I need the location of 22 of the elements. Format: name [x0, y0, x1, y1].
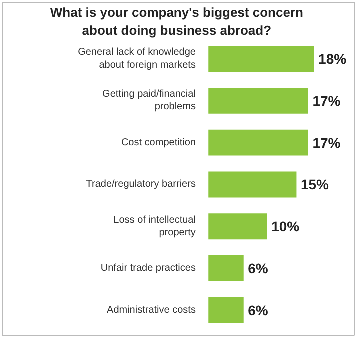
data-label: 17%: [312, 134, 342, 151]
y-tick-label: Unfair trade practices: [100, 262, 196, 274]
y-tick-label: Cost competition: [121, 137, 196, 148]
chart-title: What is your company's biggest concern about doing business abroad?: [50, 4, 304, 38]
bar: [208, 46, 314, 72]
data-label: 10%: [272, 218, 300, 235]
bar: [208, 214, 268, 240]
y-tick-label: Trade/regulatory barriers: [86, 179, 196, 190]
data-label: 6%: [248, 302, 269, 318]
bar: [208, 255, 244, 282]
bar: [208, 130, 308, 156]
data-label: 18%: [318, 51, 348, 68]
y-tick-label: General lack of knowledge about foreign markets: [78, 47, 196, 71]
data-label: 15%: [300, 176, 330, 193]
y-tick-label: Getting paid/financial problems: [102, 89, 196, 113]
data-label: 17%: [312, 92, 342, 109]
bar: [208, 88, 308, 114]
y-tick-label: Loss of intellectual property: [114, 214, 196, 238]
bar: [208, 172, 297, 198]
y-tick-label: Administrative costs: [107, 304, 196, 316]
bar: [208, 297, 244, 324]
data-label: 6%: [248, 260, 269, 276]
